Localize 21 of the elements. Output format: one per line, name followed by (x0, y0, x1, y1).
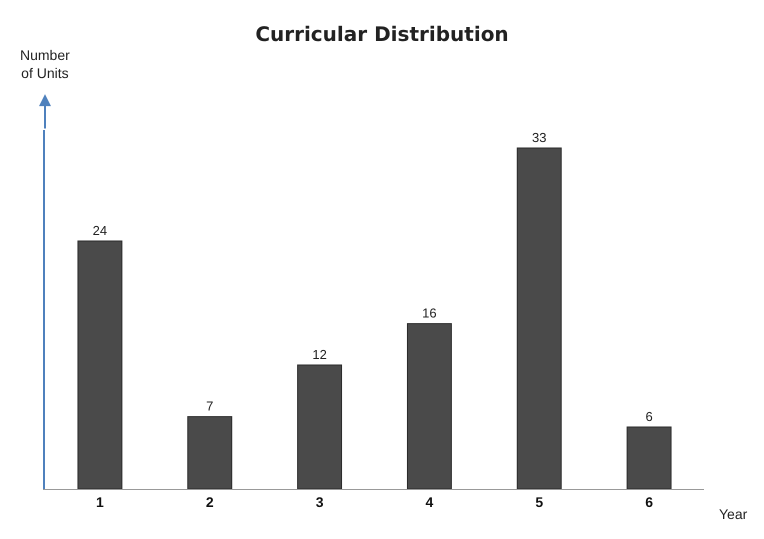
x-tick-label: 2 (206, 494, 214, 510)
x-tick-label: 3 (316, 494, 324, 510)
bar (406, 323, 452, 489)
data-label: 33 (532, 130, 546, 145)
bar (77, 240, 122, 489)
bar (297, 364, 342, 489)
x-tick-label: 5 (535, 494, 544, 510)
chart-title: Curricular Distribution (255, 22, 509, 46)
bar (516, 147, 562, 489)
x-tick-label: 1 (96, 494, 104, 510)
x-axis-title: Year (719, 506, 748, 522)
x-tick-label: 4 (426, 494, 434, 510)
data-label: 16 (422, 306, 437, 321)
data-label: 12 (312, 346, 327, 362)
data-label: 24 (92, 222, 108, 238)
bar (187, 416, 232, 489)
x-tick-label: 6 (645, 494, 654, 510)
y-axis-title: Number of Units (20, 47, 70, 82)
bar (626, 426, 672, 489)
data-label: 6 (645, 408, 653, 424)
data-label: 7 (206, 398, 214, 414)
